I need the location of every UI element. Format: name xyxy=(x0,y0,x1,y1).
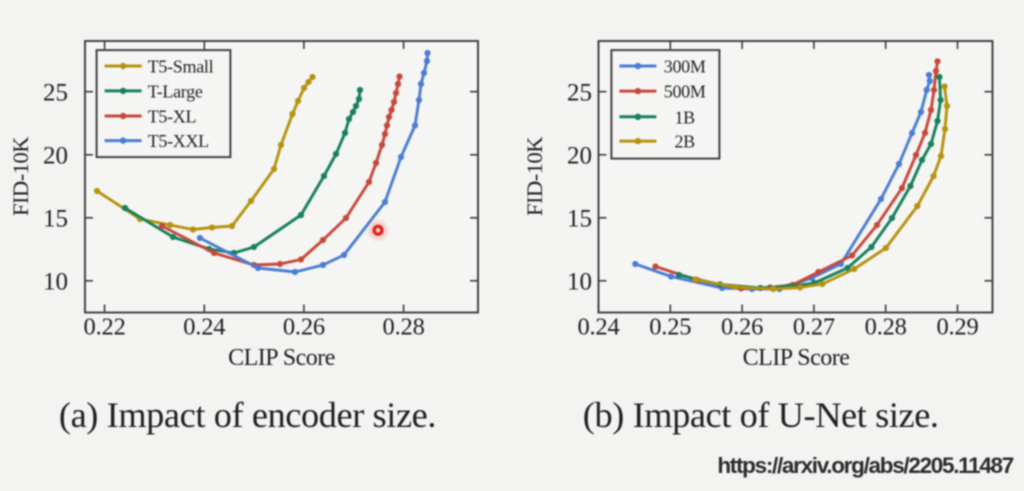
svg-text:0.26: 0.26 xyxy=(283,314,325,341)
svg-text:0.24: 0.24 xyxy=(577,314,619,341)
svg-text:25: 25 xyxy=(567,79,592,106)
svg-text:15: 15 xyxy=(43,205,68,232)
svg-text:1B: 1B xyxy=(674,107,695,127)
svg-text:T5-XXL: T5-XXL xyxy=(148,131,209,151)
svg-text:0.22: 0.22 xyxy=(84,314,126,341)
svg-text:(a) Impact of encoder size.: (a) Impact of encoder size. xyxy=(59,395,436,435)
svg-text:CLIP Score: CLIP Score xyxy=(228,345,335,371)
svg-text:25: 25 xyxy=(43,79,68,106)
svg-text:15: 15 xyxy=(567,205,592,232)
svg-text:20: 20 xyxy=(43,142,68,169)
svg-text:(b) Impact of U-Net size.: (b) Impact of U-Net size. xyxy=(583,395,939,435)
svg-text:0.27: 0.27 xyxy=(793,314,835,341)
svg-text:FID-10K: FID-10K xyxy=(522,136,547,216)
svg-text:0.24: 0.24 xyxy=(183,314,225,341)
svg-text:0.28: 0.28 xyxy=(865,314,907,341)
svg-text:0.28: 0.28 xyxy=(383,314,425,341)
svg-text:10: 10 xyxy=(567,268,592,295)
svg-text:0.25: 0.25 xyxy=(649,314,691,341)
svg-text:20: 20 xyxy=(567,142,592,169)
svg-text:T-Large: T-Large xyxy=(148,81,203,101)
svg-text:0.29: 0.29 xyxy=(936,314,978,341)
svg-text:2B: 2B xyxy=(674,132,695,152)
svg-text:https://arxiv.org/abs/2205.114: https://arxiv.org/abs/2205.11487 xyxy=(717,453,1013,478)
svg-text:0.26: 0.26 xyxy=(721,314,763,341)
svg-text:CLIP Score: CLIP Score xyxy=(743,345,850,371)
svg-text:T5-XL: T5-XL xyxy=(148,107,196,127)
svg-text:FID-10K: FID-10K xyxy=(8,136,33,216)
svg-text:T5-Small: T5-Small xyxy=(148,57,214,77)
svg-text:10: 10 xyxy=(43,268,68,295)
svg-text:300M: 300M xyxy=(664,57,706,77)
svg-text:500M: 500M xyxy=(664,82,706,102)
